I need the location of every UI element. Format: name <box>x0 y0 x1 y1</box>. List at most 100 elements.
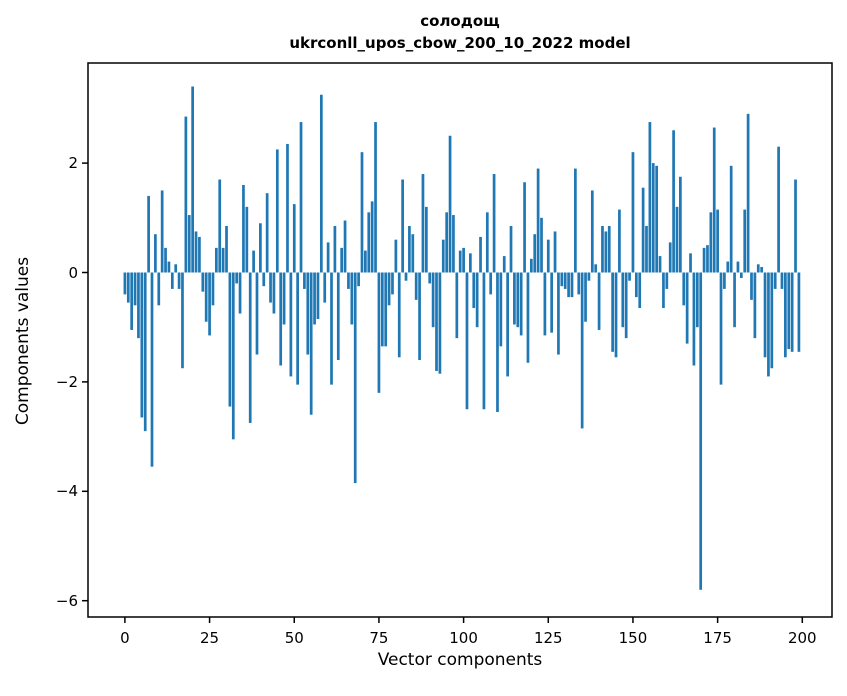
bar <box>540 217 543 273</box>
bar <box>313 272 316 325</box>
bar <box>384 272 388 347</box>
axes-frame <box>87 62 833 618</box>
bar <box>726 261 730 273</box>
bar <box>269 272 272 303</box>
bar <box>770 272 774 369</box>
bar <box>489 272 493 295</box>
bar <box>292 204 296 273</box>
bar <box>750 272 753 300</box>
bar <box>723 272 726 289</box>
bar <box>221 247 225 273</box>
bar <box>242 184 245 273</box>
bar <box>594 264 598 273</box>
bar <box>330 272 333 385</box>
bar <box>668 242 672 273</box>
bar <box>259 223 262 273</box>
bar <box>231 272 235 440</box>
chart-title-model: ukrconll_upos_cbow_200_10_2022 model <box>289 34 631 52</box>
bar <box>560 272 564 287</box>
bar <box>641 187 645 273</box>
bar <box>424 206 428 273</box>
bar <box>658 256 662 273</box>
bar <box>441 239 445 273</box>
bar <box>756 264 760 273</box>
bar <box>557 272 560 355</box>
bar <box>706 245 709 273</box>
x-axis-label: Vector components <box>377 650 543 670</box>
bar <box>262 272 266 287</box>
bar <box>587 272 591 281</box>
bar <box>611 272 614 352</box>
bar <box>529 258 533 273</box>
bar <box>479 236 482 273</box>
bar <box>248 272 252 423</box>
bar <box>167 261 171 273</box>
chart-title: солодощ ukrconll_upos_cbow_200_10_2022 m… <box>88 10 832 54</box>
bar <box>164 247 167 273</box>
bar <box>374 122 377 273</box>
bar <box>662 272 665 309</box>
bar <box>509 226 513 273</box>
bar <box>702 247 706 273</box>
bar <box>255 272 259 355</box>
bar <box>187 215 191 273</box>
bar <box>299 122 303 273</box>
bar <box>794 179 797 273</box>
bar <box>364 250 367 273</box>
bar <box>712 127 716 273</box>
bar <box>448 135 452 273</box>
bar <box>574 168 577 273</box>
bar <box>387 272 391 306</box>
x-tick-label: 50 <box>284 629 304 647</box>
bar <box>472 272 476 309</box>
bar <box>150 272 154 467</box>
bar <box>526 272 530 363</box>
bar <box>631 152 635 273</box>
y-tick-label: 2 <box>68 154 78 173</box>
bar <box>536 168 540 273</box>
bar <box>570 272 574 298</box>
bar <box>350 272 354 325</box>
bar <box>147 195 150 273</box>
bar <box>736 261 740 273</box>
x-tick-label: 175 <box>703 629 732 647</box>
bar <box>743 209 747 273</box>
bar <box>170 272 174 289</box>
y-tick-label: 0 <box>68 263 78 282</box>
bar <box>265 193 269 273</box>
bar <box>401 179 404 273</box>
bar <box>645 226 648 273</box>
x-tick-label: 75 <box>369 629 389 647</box>
bar <box>689 253 692 273</box>
bar <box>679 176 682 273</box>
bar <box>408 226 411 273</box>
bar <box>316 272 320 319</box>
bar <box>435 272 438 371</box>
bar <box>370 201 374 273</box>
bar <box>607 226 611 273</box>
bar <box>225 226 228 273</box>
bar <box>634 272 638 298</box>
bar <box>157 272 161 306</box>
bar <box>780 272 784 289</box>
bar <box>675 206 679 273</box>
bar <box>326 242 330 273</box>
x-tick-label: 0 <box>120 629 130 647</box>
x-tick-label: 100 <box>449 629 478 647</box>
bar <box>746 113 750 273</box>
bar <box>137 272 140 339</box>
y-tick-label: −4 <box>55 482 78 501</box>
bar <box>421 174 425 273</box>
bar <box>208 272 211 336</box>
bar <box>692 272 696 366</box>
bar <box>682 272 686 306</box>
bar <box>336 272 340 361</box>
bar <box>357 272 360 287</box>
bar <box>590 190 594 273</box>
bar <box>563 272 567 289</box>
bar <box>672 130 675 273</box>
bar <box>201 272 205 292</box>
bar <box>648 122 652 273</box>
bar <box>245 206 249 273</box>
